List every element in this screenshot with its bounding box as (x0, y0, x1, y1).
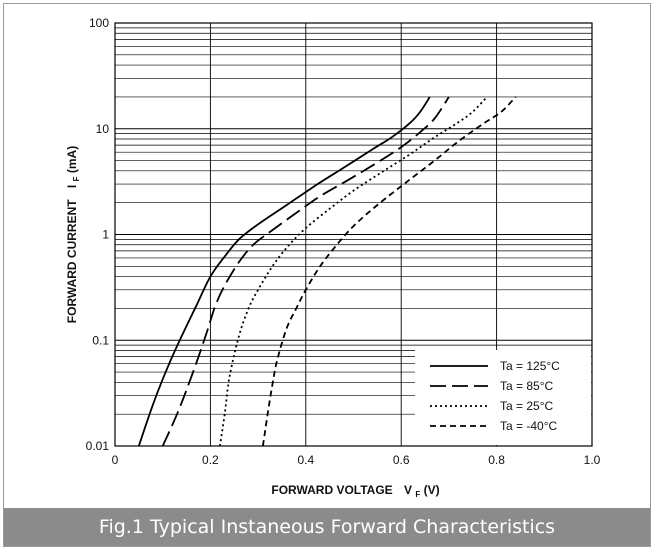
x-tick-label: 0.6 (393, 453, 410, 467)
series-line-3 (219, 96, 488, 447)
y-tick-label: 100 (89, 16, 109, 30)
series-line-1 (137, 96, 431, 447)
x-tick-label: 0.4 (297, 453, 314, 467)
legend-label-3: Ta = 25°C (500, 399, 553, 413)
y-tick-label: 1 (102, 228, 109, 242)
figure-caption: Fig.1 Typical Instaneous Forward Charact… (4, 508, 650, 546)
series-line-4 (262, 96, 517, 447)
y-axis-subscript: F (72, 176, 81, 181)
x-axis-unit: (V) (424, 483, 440, 497)
y-tick-label: 0.01 (86, 439, 110, 453)
y-tick-label: 10 (96, 122, 110, 136)
x-tick-label: 0.2 (202, 453, 219, 467)
x-axis-title: FORWARD VOLTAGE V F (V) (271, 483, 439, 500)
legend-label-2: Ta = 85°C (500, 379, 553, 393)
series-line-2 (161, 96, 450, 447)
y-axis-title: FORWARD CURRENT I F (mA) (65, 146, 82, 323)
x-tick-label: 0.8 (488, 453, 505, 467)
y-axis-label: FORWARD CURRENT (65, 199, 79, 323)
x-axis-label: FORWARD VOLTAGE (271, 483, 392, 497)
legend-label-1: Ta = 125°C (500, 359, 560, 373)
legend-label-4: Ta = -40°C (500, 419, 557, 433)
x-axis-symbol: V (404, 483, 412, 497)
x-tick-label: 0 (112, 453, 119, 467)
x-tick-label: 1.0 (584, 453, 601, 467)
y-tick-label: 0.1 (92, 333, 109, 347)
figure-frame (3, 3, 651, 547)
plot-border (114, 22, 593, 447)
x-axis-subscript: F (415, 490, 420, 499)
y-axis-symbol: I (65, 185, 79, 188)
y-axis-unit: (mA) (65, 146, 79, 173)
